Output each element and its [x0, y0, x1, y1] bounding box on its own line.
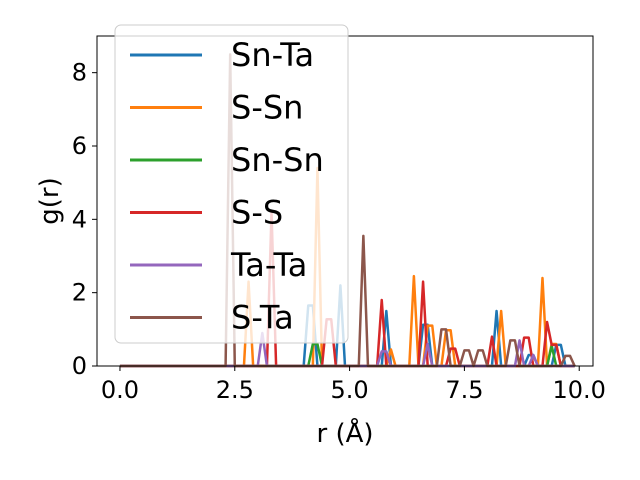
- legend-label: Sn-Sn: [231, 141, 324, 179]
- x-tick-label: 0.0: [101, 376, 139, 404]
- x-axis: 0.0 2.5 5.0 7.5 10.0: [101, 366, 606, 404]
- x-tick-label: 10.0: [553, 376, 606, 404]
- legend-label: S-Ta: [231, 299, 294, 337]
- legend-label: S-Sn: [231, 89, 303, 127]
- x-tick-label: 2.5: [216, 376, 254, 404]
- legend-label: Sn-Ta: [231, 36, 314, 74]
- y-tick-label: 2: [72, 279, 87, 307]
- y-tick-label: 4: [72, 205, 87, 233]
- x-tick-label: 5.0: [331, 376, 369, 404]
- y-tick-label: 6: [72, 132, 87, 160]
- legend: Sn-Ta S-Sn Sn-Sn S-S Ta-Ta S-Ta: [114, 24, 349, 344]
- x-axis-label: r (Å): [316, 417, 373, 449]
- y-axis: 0 2 4 6 8: [72, 59, 97, 380]
- legend-label: Ta-Ta: [230, 246, 307, 284]
- x-tick-label: 7.5: [445, 376, 483, 404]
- y-tick-label: 0: [72, 352, 87, 380]
- y-tick-label: 8: [72, 59, 87, 87]
- legend-label: S-S: [231, 194, 283, 232]
- y-axis-label: g(r): [35, 177, 65, 224]
